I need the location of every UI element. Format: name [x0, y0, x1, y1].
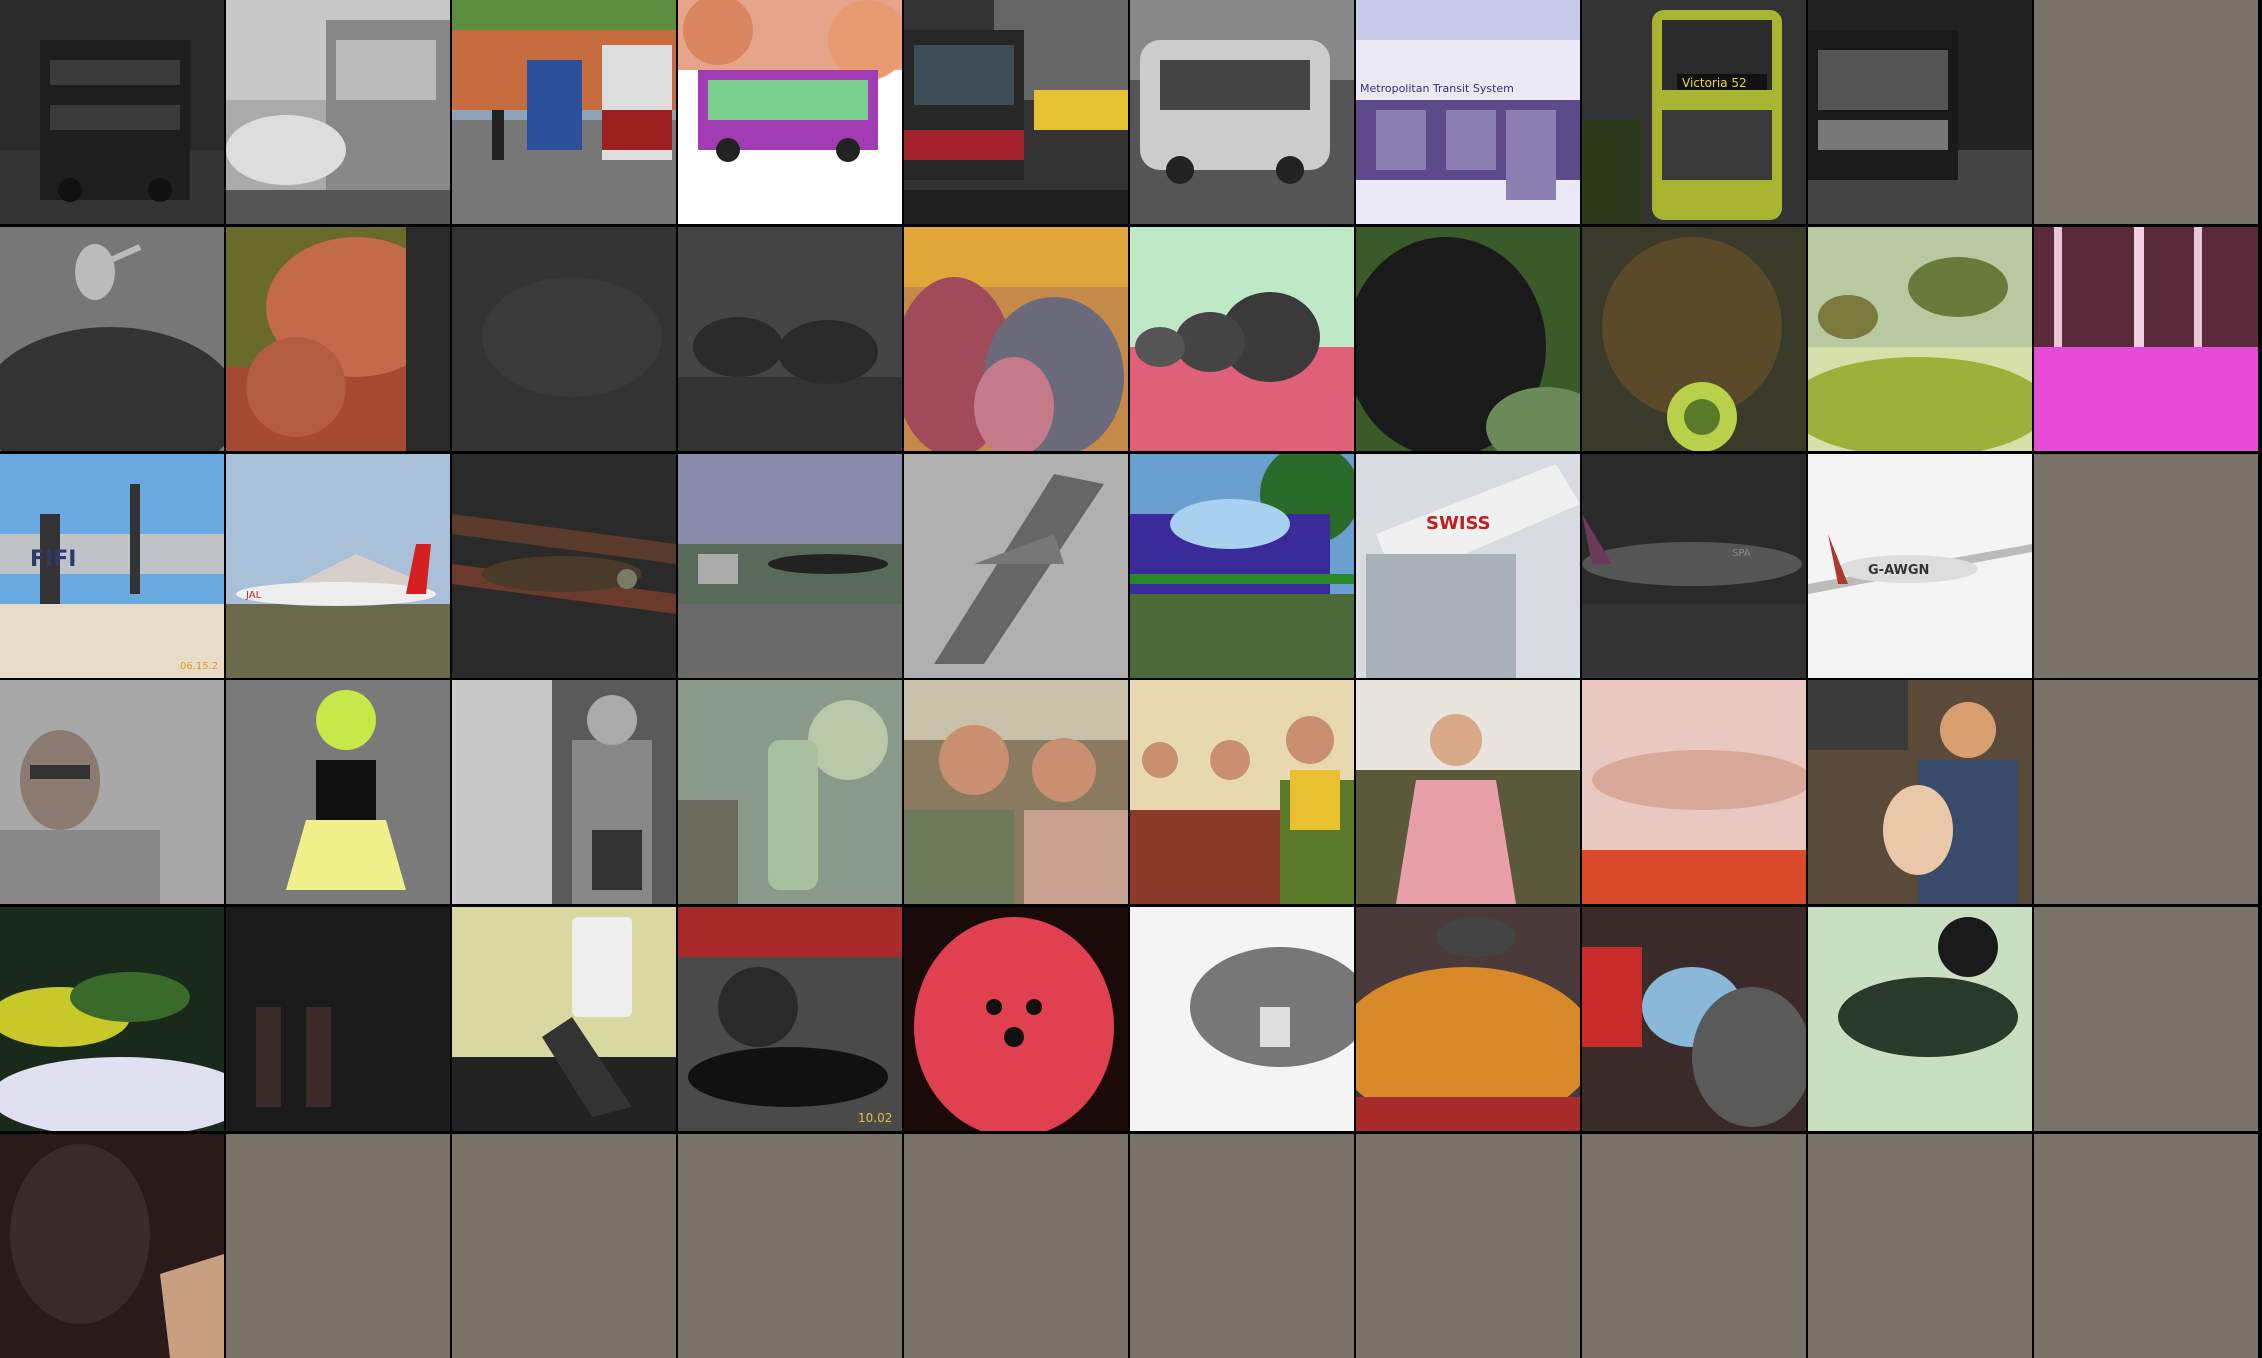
- tile-fighter-jet: [904, 453, 1128, 678]
- tile-small-plane-on-grass: [678, 453, 902, 678]
- tile-empty: [678, 1133, 902, 1358]
- tile-elephant-herd-in-field: [1130, 226, 1354, 451]
- tile-empty: [2034, 680, 2258, 905]
- tile-empty: [1130, 1133, 1354, 1358]
- tile-bus-at-night: [1808, 0, 2032, 224]
- aircraft-registration: G-AWGN: [1868, 563, 1929, 578]
- tile-empty: [2034, 453, 2258, 678]
- tile-elephant: [452, 226, 676, 451]
- tile-cat-on-blanket: [1808, 907, 2032, 1132]
- tile-empty: [1356, 1133, 1580, 1358]
- tile-girl-on-couch: [1356, 680, 1580, 905]
- tile-forest: [2034, 226, 2258, 451]
- tile-jet-at-airport: JAL: [226, 453, 450, 678]
- tile-dog-with-ball: [1582, 226, 1806, 451]
- airliner-tail-livery: SWISS: [1426, 513, 1491, 534]
- tile-legs: [226, 907, 450, 1132]
- bomber-nose-art: FIFI: [30, 547, 76, 572]
- tile-empty: [452, 1133, 676, 1358]
- jet-livery: JAL: [245, 590, 262, 601]
- tile-children-at-party: [1130, 680, 1354, 905]
- tile-airliner: SPA: [1582, 453, 1806, 678]
- tile-hand-grayscale: [1130, 907, 1354, 1132]
- tile-mouse-on-orange: [1356, 907, 1580, 1132]
- tile-empty: [2034, 0, 2258, 224]
- tile-small-dog: [904, 907, 1128, 1132]
- tile-airliner-tail: SWISS: [1356, 453, 1580, 678]
- tile-biplane: [452, 453, 676, 678]
- tile-empty: [1582, 1133, 1806, 1358]
- tile-bus-and-taxi: [904, 0, 1128, 224]
- tile-elephant-herd: [678, 226, 902, 451]
- tile-transit-bus: Metropolitan Transit System: [1356, 0, 1580, 224]
- tile-white-bus: [1130, 0, 1354, 224]
- transit-bus-sign: Metropolitan Transit System: [1360, 82, 1514, 95]
- tile-bed-with-blanket: [0, 907, 224, 1132]
- tile-empty: [1808, 1133, 2032, 1358]
- tile-jet-trainer: [1130, 453, 1354, 678]
- tile-hand: [1582, 680, 1806, 905]
- tile-toys: [678, 680, 902, 905]
- tile-bags: [1582, 907, 1806, 1132]
- tile-bird-on-buffalo: [0, 226, 224, 451]
- tile-bus-and-car: [226, 0, 450, 224]
- bomber-date-stamp: 06.15.2: [180, 661, 218, 672]
- tile-elephants-in-river: [1808, 226, 2032, 451]
- tile-green-double-decker-bus: Victoria 52: [1582, 0, 1806, 224]
- tile-buses-on-street: [452, 0, 676, 224]
- green-bus-destination: Victoria 52: [1682, 76, 1747, 90]
- tile-empty: [226, 1133, 450, 1358]
- tile-man-with-glasses: [0, 680, 224, 905]
- tile-empty: [2034, 1133, 2258, 1358]
- tile-elephants-close-up: [904, 226, 1128, 451]
- tile-dark-indoor-scene: [0, 1133, 224, 1358]
- tile-light-aircraft: G-AWGN: [1808, 453, 2032, 678]
- tile-cat-close-up: [1356, 226, 1580, 451]
- tile-mother-and-baby: [1808, 680, 2032, 905]
- tile-desk-with-keyboard: [452, 907, 676, 1132]
- tile-vintage-bomber: FIFI 06.15.2: [0, 453, 224, 678]
- tile-empty: [904, 1133, 1128, 1358]
- airliner-livery: SPA: [1732, 548, 1751, 559]
- tile-cat-with-shoe: 10.02: [678, 907, 902, 1132]
- tile-purple-articulated-bus: [678, 0, 902, 224]
- tile-double-decker-bus: [0, 0, 224, 224]
- tile-girl-in-dress: [226, 680, 450, 905]
- cat-photo-date-stamp: 10.02: [858, 1111, 892, 1125]
- tile-couple: [904, 680, 1128, 905]
- tile-empty: [2034, 907, 2258, 1132]
- tile-child-and-adult: [452, 680, 676, 905]
- tile-elephants: [226, 226, 450, 451]
